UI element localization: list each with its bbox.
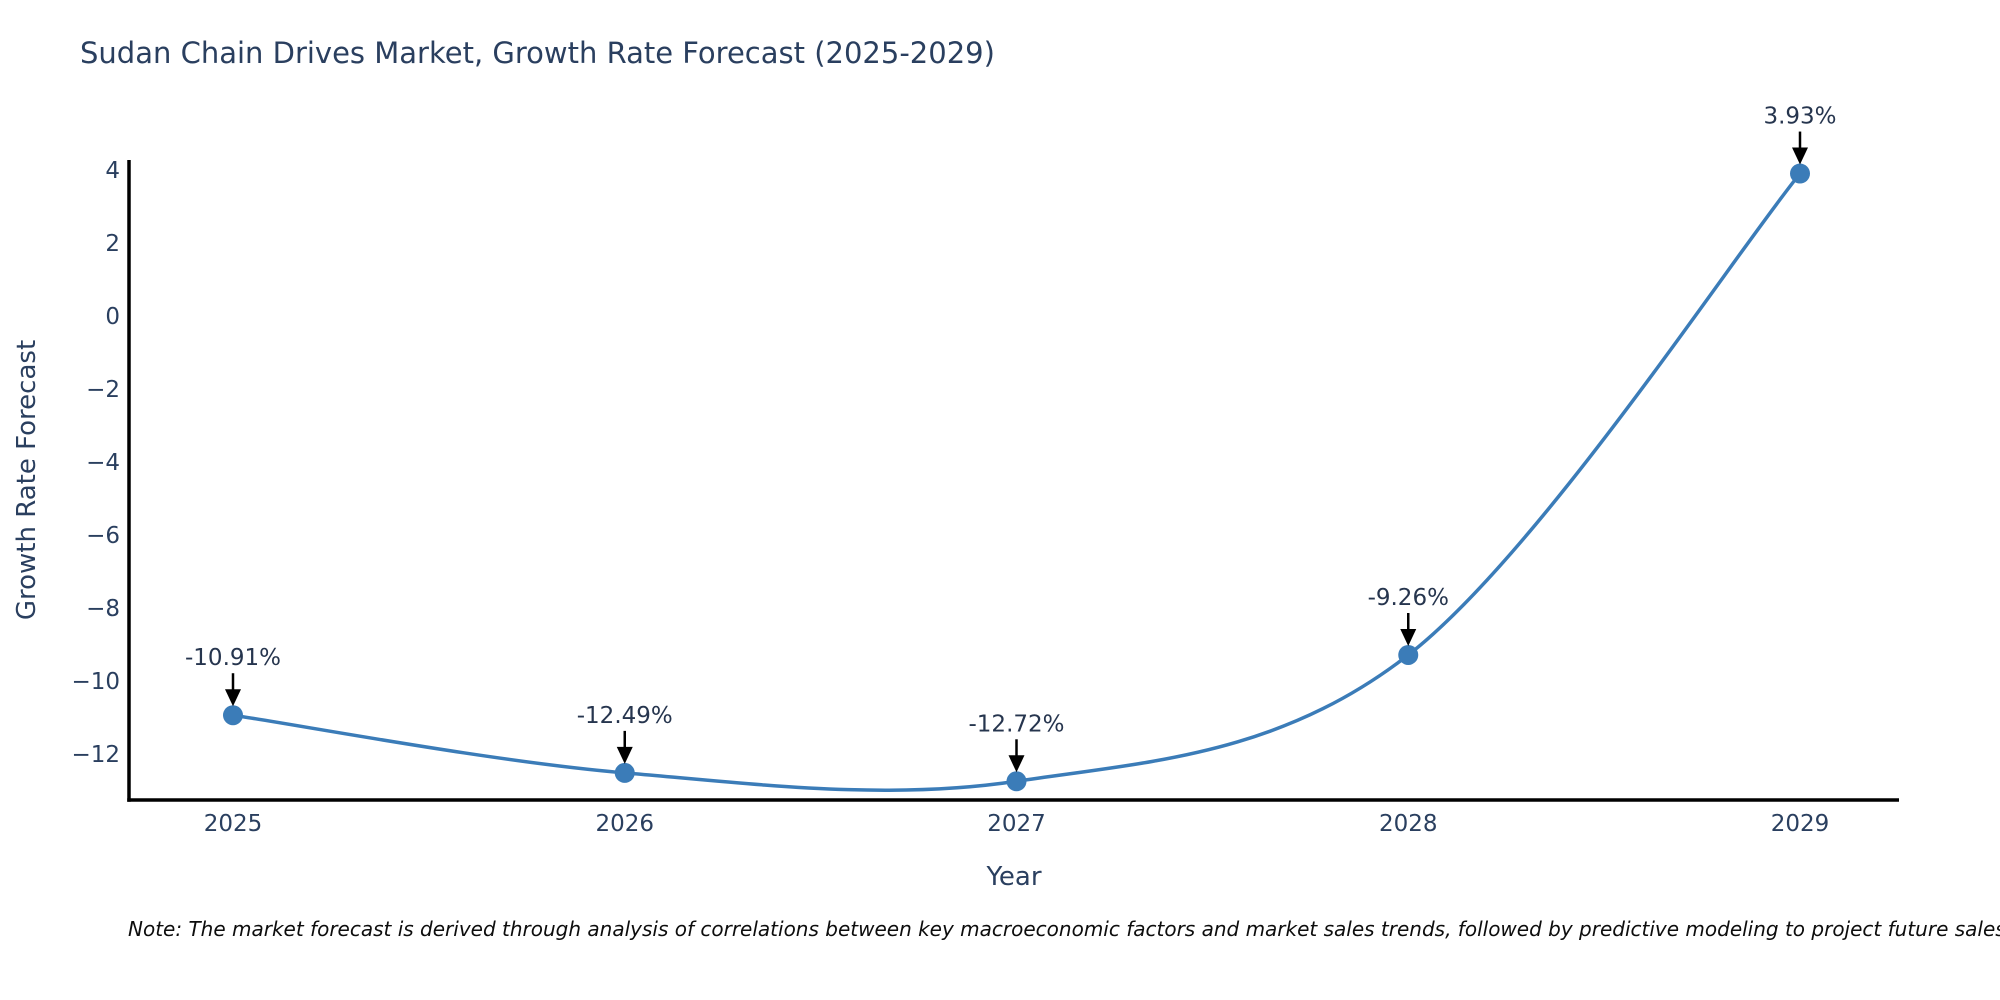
- x-tick-label: 2029: [1771, 811, 1830, 837]
- x-tick-label: 2026: [595, 811, 654, 837]
- chart-title: Sudan Chain Drives Market, Growth Rate F…: [80, 36, 995, 70]
- point-value-label: -12.72%: [969, 711, 1065, 737]
- y-tick-label: 2: [105, 231, 120, 257]
- annotation-arrowhead-icon: [225, 689, 241, 707]
- data-point-2029: [1790, 163, 1810, 184]
- annotation-arrowhead-icon: [1792, 147, 1808, 165]
- data-point-2025: [223, 705, 243, 726]
- y-tick-label: 0: [105, 304, 120, 330]
- point-value-label: -10.91%: [185, 645, 281, 671]
- footnote: Note: The market forecast is derived thr…: [128, 917, 2000, 941]
- x-tick-label: 2028: [1379, 811, 1438, 837]
- annotation-arrowhead-icon: [1008, 755, 1025, 773]
- trace-line: [231, 171, 1802, 793]
- data-point-2026: [614, 762, 635, 783]
- point-value-label: -12.49%: [577, 703, 673, 729]
- annotation-arrowhead-icon: [1400, 628, 1417, 646]
- point-value-label: 3.93%: [1763, 104, 1836, 130]
- point-value-label: -9.26%: [1368, 585, 1449, 611]
- data-point-2027: [1006, 771, 1027, 792]
- y-tick-label: −6: [86, 523, 120, 549]
- x-tick-label: 2027: [987, 811, 1046, 837]
- y-tick-label: −4: [86, 450, 120, 476]
- y-tick-label: −10: [71, 669, 120, 695]
- annotation-arrowhead-icon: [616, 746, 633, 764]
- x-axis-title: Year: [986, 862, 1042, 892]
- y-tick-label: −2: [86, 377, 120, 403]
- y-tick-label: 4: [105, 158, 120, 184]
- y-tick-label: −12: [71, 742, 120, 768]
- x-tick-label: 2025: [204, 811, 263, 837]
- data-point-2028: [1398, 644, 1419, 665]
- y-tick-label: −8: [86, 596, 120, 622]
